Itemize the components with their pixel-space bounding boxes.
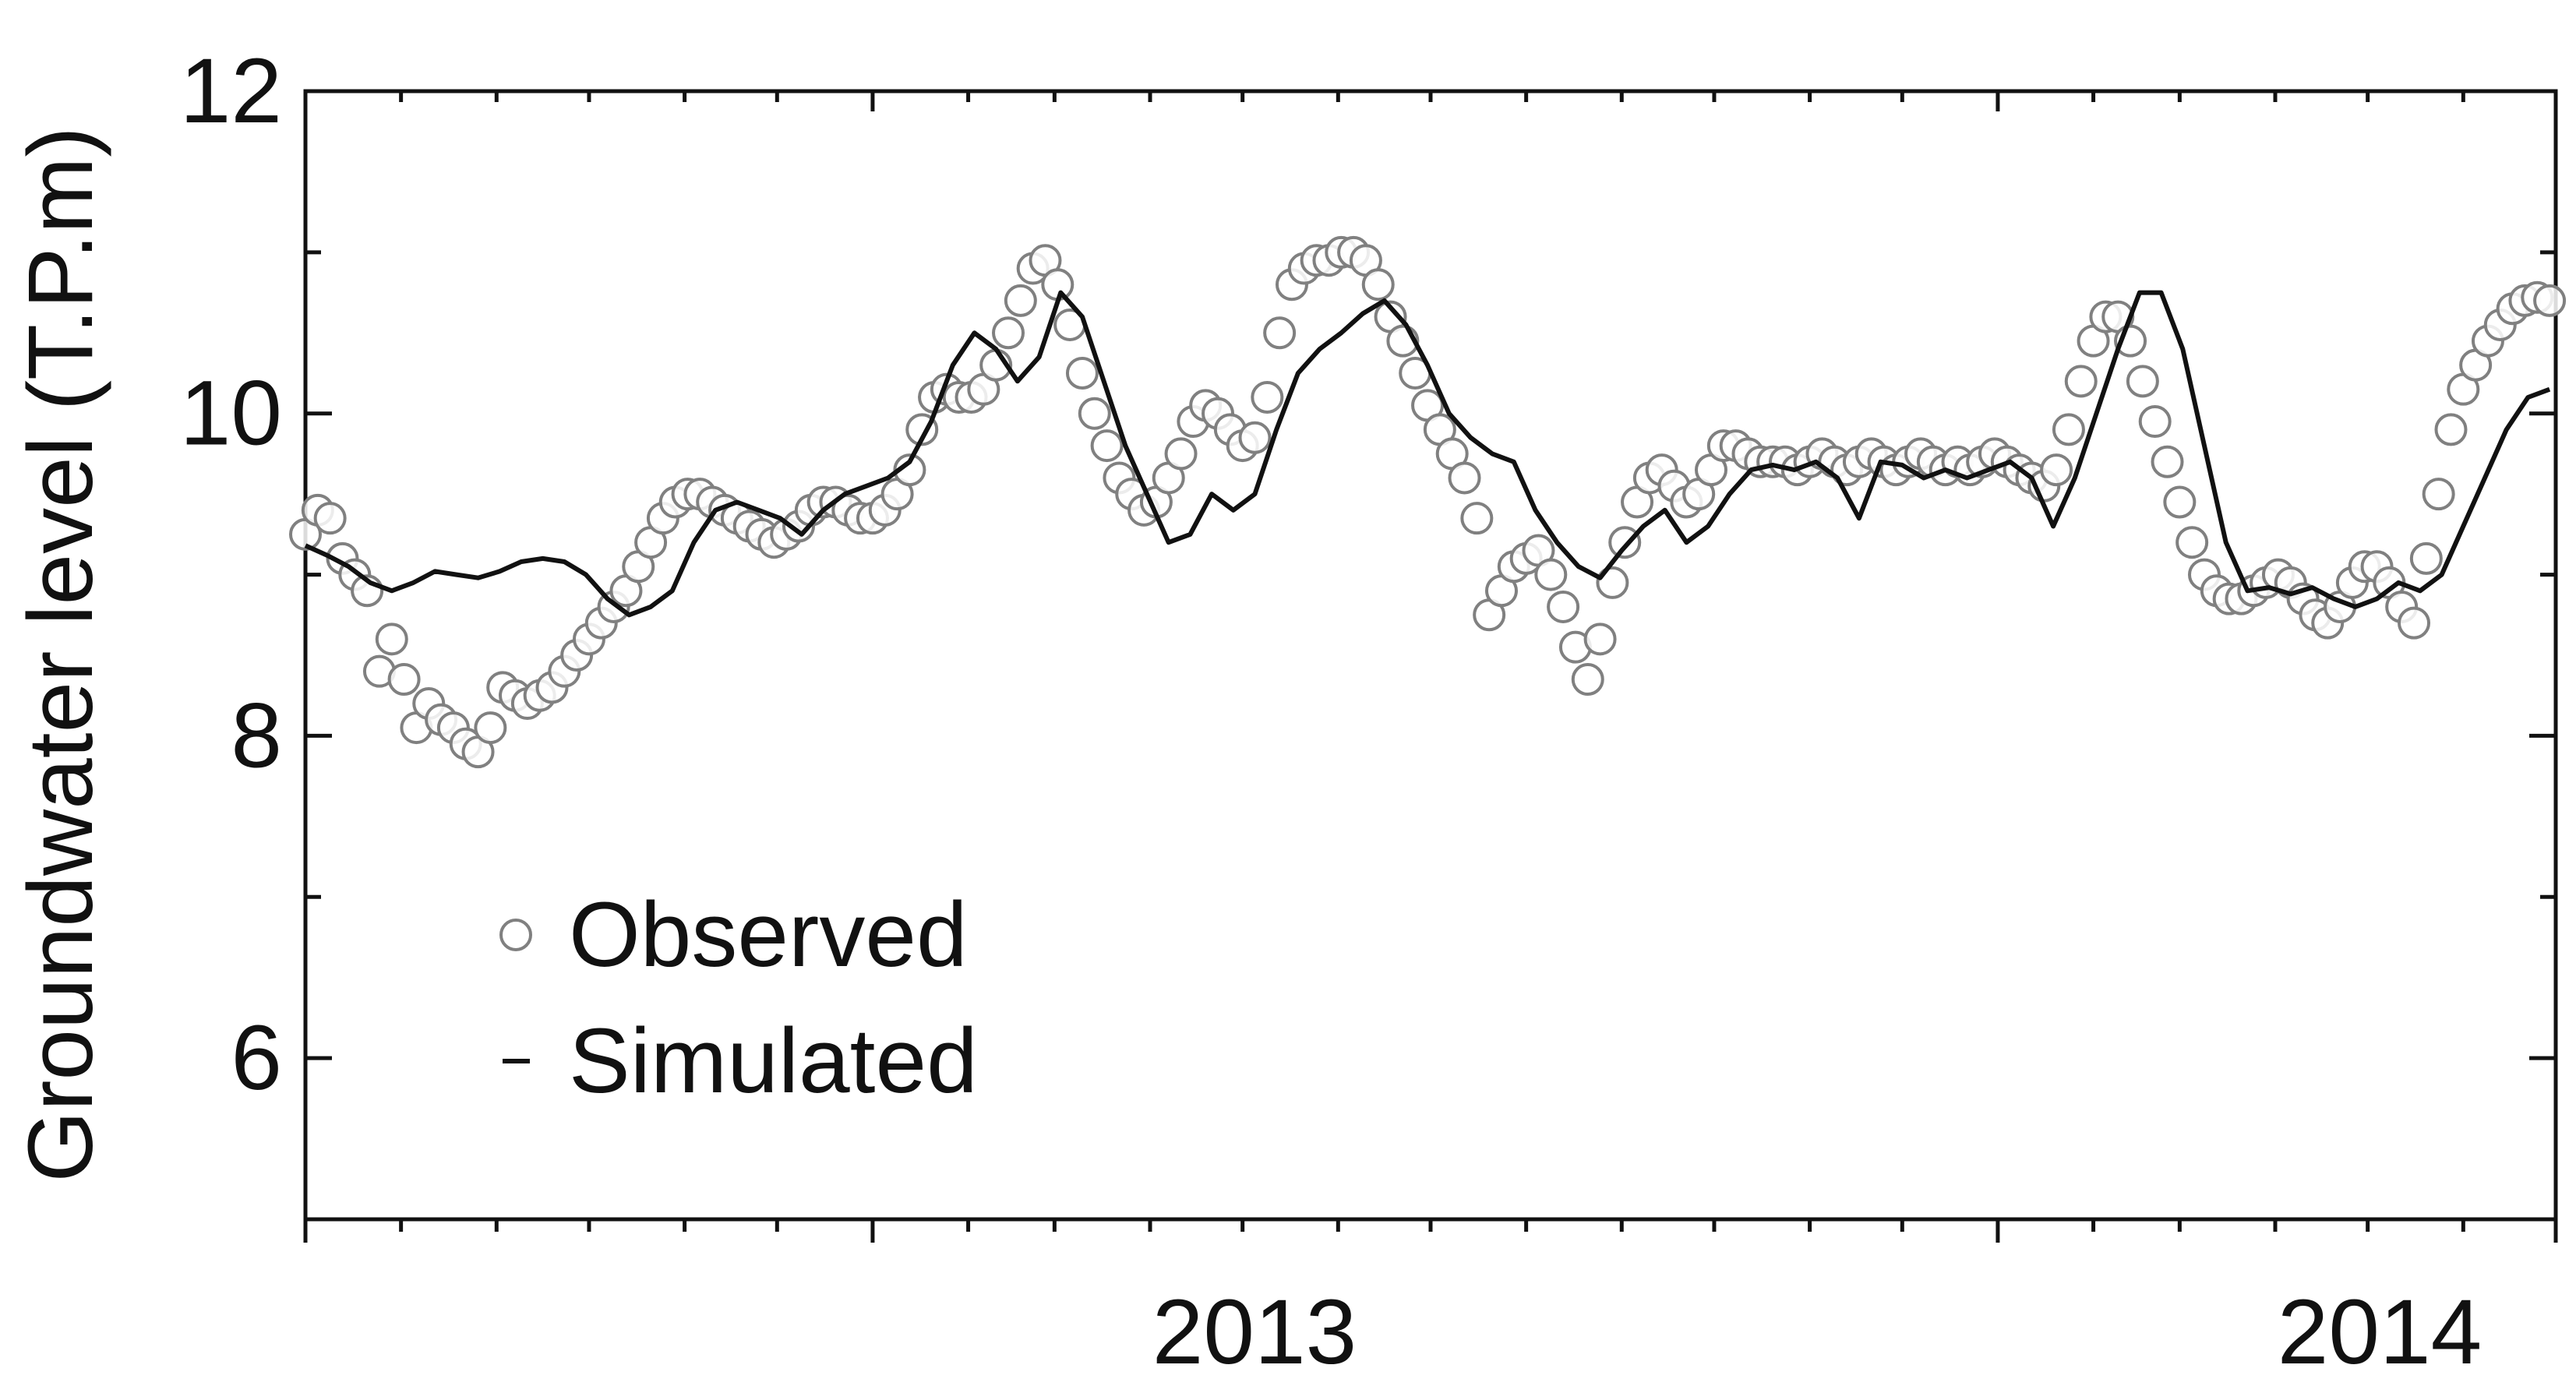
observed-point xyxy=(1583,622,1617,656)
y-axis-label: Groundwater level (T.P.m) xyxy=(9,126,112,1182)
y-tick-label: 8 xyxy=(231,684,282,787)
observed-point xyxy=(1251,381,1284,414)
observed-point xyxy=(992,316,1025,350)
y-tick-label: 12 xyxy=(180,40,282,143)
observed-point xyxy=(893,453,926,487)
observed-point xyxy=(1004,284,1037,317)
observed-series xyxy=(289,235,2567,769)
observed-point xyxy=(2040,453,2073,487)
observed-point xyxy=(1547,590,1580,623)
observed-point xyxy=(2398,606,2431,640)
observed-point xyxy=(2052,413,2085,446)
legend-observed-marker xyxy=(499,919,532,951)
observed-point xyxy=(2138,405,2172,439)
observed-point xyxy=(313,502,347,535)
observed-point xyxy=(474,711,507,745)
observed-point xyxy=(1361,268,1395,302)
observed-point xyxy=(2422,478,2455,511)
y-axis-tick-labels: 6 8 10 12 xyxy=(180,40,282,1109)
observed-point xyxy=(2175,526,2209,559)
observed-point xyxy=(1090,429,1124,463)
observed-point xyxy=(2434,413,2468,446)
y-tick-label: 6 xyxy=(231,1007,282,1109)
y-tick-label: 10 xyxy=(180,362,282,465)
observed-point xyxy=(1238,421,1272,454)
simulated-series-line xyxy=(304,290,2551,618)
observed-point xyxy=(2126,365,2159,398)
observed-point xyxy=(1534,558,1568,591)
observed-point xyxy=(1263,316,1297,350)
observed-point xyxy=(1460,502,1494,535)
observed-point xyxy=(1078,397,1111,430)
y-axis-ticks xyxy=(305,89,2556,1222)
observed-point xyxy=(1608,526,1642,559)
observed-point xyxy=(2163,485,2197,519)
observed-point xyxy=(1164,437,1198,471)
legend-simulated-label: Simulated xyxy=(569,1010,978,1113)
observed-point xyxy=(2409,541,2443,575)
x-tick-label: 2013 xyxy=(1152,1281,1357,1384)
observed-point xyxy=(2151,445,2184,478)
legend: Observed Simulated xyxy=(499,883,978,1113)
x-axis-ticks xyxy=(303,91,2558,1243)
x-tick-label: 2014 xyxy=(2278,1281,2482,1384)
x-axis-tick-labels: 2013 2014 xyxy=(1152,1281,2482,1384)
observed-point xyxy=(375,622,408,656)
observed-point xyxy=(2064,365,2098,398)
observed-point xyxy=(1571,663,1604,697)
observed-point xyxy=(1448,461,1481,495)
legend-observed-label: Observed xyxy=(569,883,968,986)
observed-point xyxy=(387,663,421,697)
observed-point xyxy=(2533,284,2567,317)
observed-point xyxy=(1065,357,1099,390)
